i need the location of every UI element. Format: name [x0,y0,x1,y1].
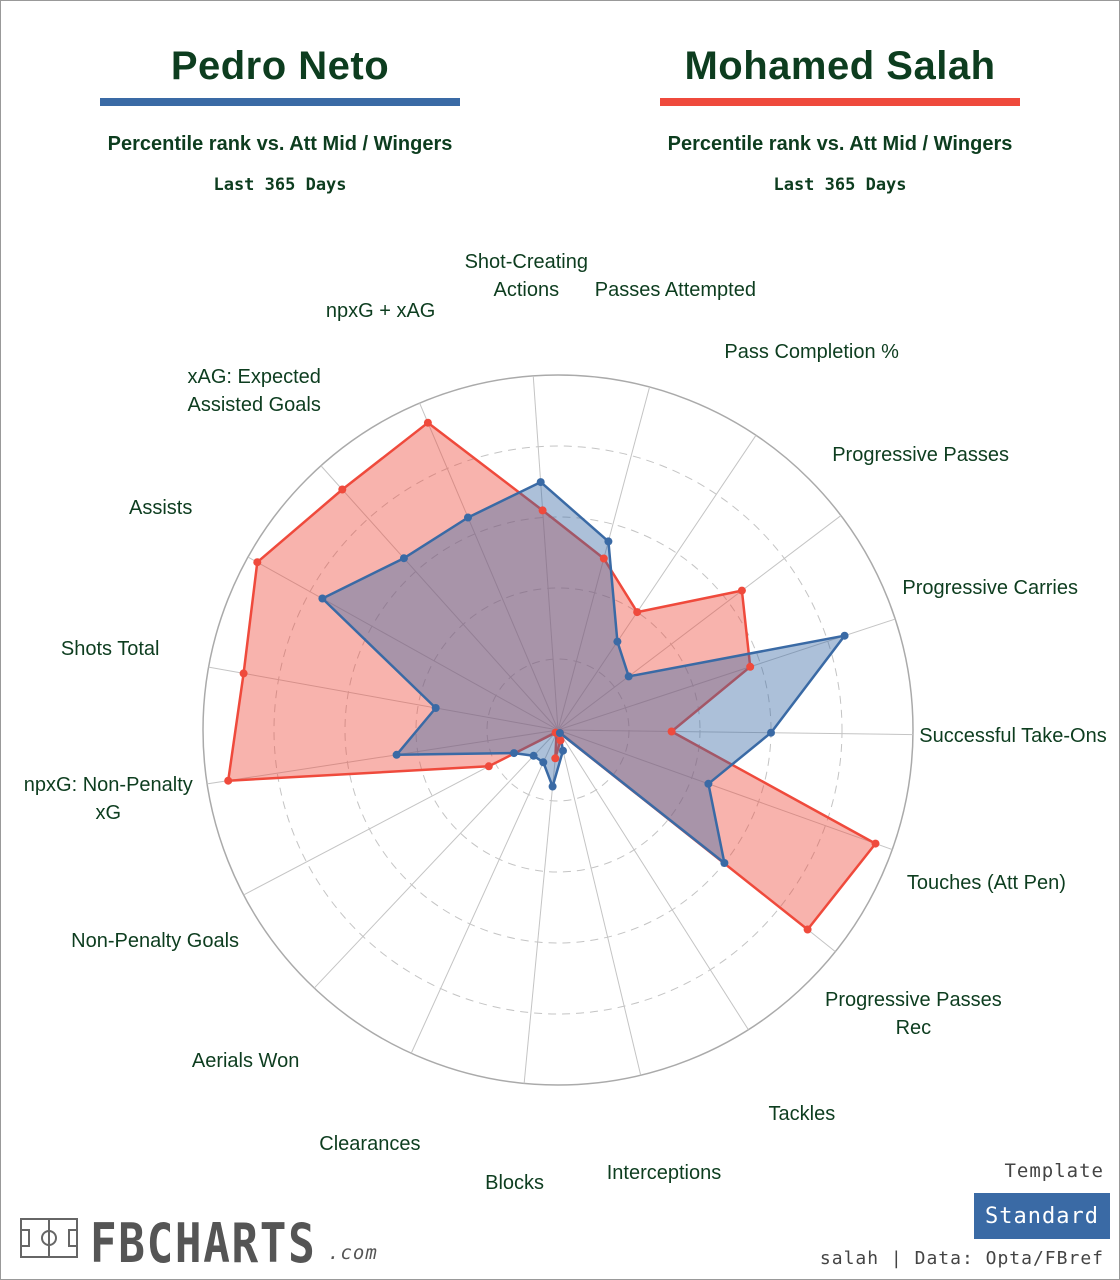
grid-spoke [557,515,842,731]
player-2-color-bar [660,98,1020,106]
axis-label: Successful Take-Ons [919,724,1107,747]
grid-spoke [247,556,559,731]
axis-label: Progressive Passes Rec [825,989,1002,1040]
axis-label: npxG: Non-Penalty xG [23,774,193,825]
data-point [399,554,408,563]
player-1-name: Pedro Neto [170,44,390,88]
data-credit: salah | Data: Opta/FBref [819,1248,1104,1269]
data-point [529,751,538,760]
axis-label: Tackles [768,1103,836,1126]
axis-label: Aerials Won [191,1049,300,1072]
grid-spoke [419,402,559,731]
data-point [392,750,401,759]
axis-label: Blocks [485,1171,545,1194]
axis-label: Progressive Carries [902,576,1078,599]
data-point [538,506,547,515]
series-area-1 [321,480,846,865]
data-point [555,729,564,737]
grid-spoke [532,375,559,731]
data-point [599,554,608,563]
grid-spoke [207,729,559,785]
data-point [318,594,327,603]
template-label: Template [1004,1160,1104,1182]
data-point [737,586,746,595]
player-2-subtitle: Percentile rank vs. Att Mid / Wingers [667,133,1013,155]
data-point [239,669,248,678]
data-point [704,779,713,788]
player-1-subtitle: Percentile rank vs. Att Mid / Wingers [107,133,453,155]
data-point [633,608,642,617]
data-point [624,672,633,681]
data-point [431,704,440,712]
data-point [746,662,755,671]
grid-spoke [557,729,913,736]
axis-label: Pass Completion % [724,341,899,364]
data-point [604,537,613,546]
grid-spoke [208,666,559,731]
data-point [539,758,548,767]
grid-ring [486,658,630,802]
grid-spoke [557,729,642,1076]
grid-spoke [320,465,559,731]
data-point [720,859,729,867]
axis-label: Non-Penalty Goals [71,930,240,953]
data-point [667,727,676,736]
logo-subtext: .com [328,1242,378,1264]
axis-label: Passes Attempted [594,279,756,302]
data-point [559,746,567,755]
data-point [423,418,432,427]
grid-spoke [557,729,749,1030]
data-point [536,478,545,487]
axis-label: Progressive Passes [832,444,1009,467]
data-point [253,558,262,567]
axis-label: Interceptions [606,1161,722,1184]
axis-label: Shot-Creating Actions [464,251,588,302]
axis-label: Shots Total [60,638,160,661]
data-point [338,485,347,494]
player-2-period: Last 365 Days [773,175,907,195]
axis-label: xAG: Expected Assisted Goals [187,366,321,417]
axis-label: Touches (Att Pen) [906,872,1066,895]
data-point [840,631,849,640]
data-point [767,728,775,737]
grid-spoke [410,729,559,1054]
series-area-2 [226,421,877,931]
grid-ring [415,587,701,873]
data-point [548,782,557,791]
data-point [224,776,233,785]
axis-label: Clearances [319,1133,421,1156]
data-point [484,762,493,771]
grid-ring [273,445,843,1015]
grid-spoke [557,435,757,731]
data-point [464,513,472,522]
axis-label: npxG + xAG [325,300,436,322]
logo-text: FBCHARTS [90,1212,317,1275]
axis-label: Assists [129,497,193,520]
grid-spoke [557,729,893,851]
template-button[interactable]: Standard [974,1193,1110,1239]
grid-spoke [313,729,559,989]
data-point [613,637,622,646]
player-1-color-bar [100,98,460,106]
data-point [871,839,880,848]
player-2-name: Mohamed Salah [684,44,996,88]
grid-ring [202,374,914,1086]
data-point [510,749,518,758]
pitch-icon [20,1218,78,1258]
data-point [803,925,812,934]
data-point [556,736,565,745]
player-1-period: Last 365 Days [213,175,347,195]
data-point [551,754,560,763]
